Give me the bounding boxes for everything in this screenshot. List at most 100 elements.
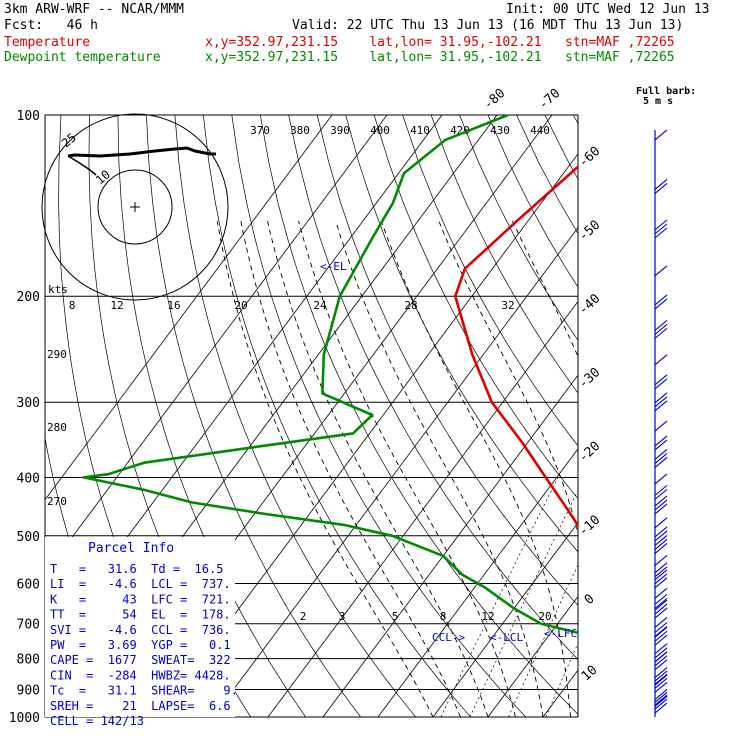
wind-barb — [654, 449, 668, 460]
isotherm-line — [542, 669, 579, 718]
isotherm-line — [212, 227, 579, 718]
wind-barb — [654, 577, 668, 589]
wind-barb — [654, 691, 668, 703]
el-marker: <-EL — [320, 260, 347, 273]
wind-barb — [654, 453, 668, 464]
parcel-info-row: LI = -4.6 LCL = 737. — [50, 577, 231, 591]
mixing-ratio-bottom-label: 2 — [300, 610, 307, 623]
wind-barb — [654, 499, 668, 511]
wind-barb — [654, 420, 668, 432]
wind-barb — [654, 573, 668, 585]
wind-barb — [654, 543, 668, 554]
wind-barb — [654, 694, 668, 706]
wind-barb — [654, 651, 668, 663]
mixing-ratio-line — [580, 477, 684, 717]
wind-barb — [654, 647, 668, 659]
hodograph-ring-label-10: 10 — [93, 167, 113, 187]
isotherm-line — [44, 114, 333, 501]
temperature-tick-label: -50 — [576, 218, 603, 245]
wind-barb — [654, 607, 668, 619]
wind-barb — [654, 435, 668, 447]
dry-adiabat-line — [459, 114, 579, 341]
pressure-tick-label: 300 — [17, 396, 40, 411]
dry-adiabat-line — [487, 114, 579, 288]
dry-adiabat-line — [202, 114, 471, 718]
isotherm-line — [44, 114, 388, 574]
wind-barb — [654, 526, 668, 538]
wind-barb — [654, 473, 668, 485]
pressure-tick-label: 1000 — [9, 711, 40, 726]
moist-adiabat-line — [380, 220, 571, 717]
moist-adiabat-line — [298, 220, 516, 717]
wind-barb — [654, 354, 668, 366]
wind-barb — [654, 597, 668, 609]
wind-barb — [654, 319, 668, 331]
moist-adiabat-line — [438, 220, 578, 536]
ccl-marker-label: CCL-> — [432, 631, 465, 644]
temperature-tick-label: 0 — [582, 592, 598, 608]
mixing-ratio-top-label: 20 — [234, 299, 247, 312]
moist-adiabat-line — [512, 220, 578, 358]
wind-barb — [654, 695, 668, 707]
hodograph: 25 10 kts — [41, 113, 229, 301]
wind-barb — [654, 183, 668, 194]
parcel-info-row: CAPE = 1677 SWEAT= 322 — [50, 653, 231, 667]
lfc-marker: <-LFC — [544, 627, 577, 640]
dry-adiabat-line — [516, 114, 579, 234]
mixing-ratio-top-label: 32 — [501, 299, 514, 312]
parcel-info-title: Parcel Info — [88, 541, 174, 556]
el-marker-label: <-EL — [320, 260, 347, 273]
hodograph-trace-tail — [67, 155, 97, 176]
wind-barb — [654, 392, 668, 404]
valid-time: Valid: 22 UTC Thu 13 Jun 13 (16 MDT Thu … — [292, 18, 684, 33]
temperature-tick-label: -60 — [576, 144, 603, 171]
forecast-hour: Fcst: 46 h — [4, 18, 98, 33]
theta-left-label: 270 — [47, 495, 67, 508]
wind-barb — [654, 689, 668, 700]
pressure-tick-label: 500 — [17, 530, 40, 545]
wind-barbs — [654, 129, 668, 717]
model-title: 3km ARW-WRF -- NCAR/MMM — [4, 2, 185, 17]
wind-barb — [654, 298, 668, 310]
wind-barb — [654, 617, 668, 628]
wind-barb — [654, 698, 668, 710]
wind-barb — [654, 294, 668, 306]
wind-barb — [654, 488, 668, 500]
wind-barb — [654, 378, 668, 390]
moist-adiabat-line — [681, 221, 720, 717]
temperature-tick-label: -40 — [576, 291, 603, 318]
wind-barb — [654, 517, 668, 529]
theta-e-label: 440 — [530, 124, 550, 137]
wind-barb — [654, 484, 668, 496]
wind-barb — [654, 265, 668, 277]
ccl-marker: CCL-> — [432, 631, 465, 644]
hodograph-ring-label-25: 25 — [59, 130, 79, 150]
wind-barb — [654, 659, 668, 671]
hodograph-inner-ring — [97, 169, 173, 245]
parcel-info-row: SVI = -4.6 CCL = 736. — [50, 623, 231, 637]
wind-barb — [654, 655, 668, 667]
parcel-panel-bg — [45, 537, 235, 717]
wind-barb — [654, 622, 668, 633]
wind-barb — [654, 129, 668, 141]
wind-barb — [654, 554, 668, 566]
pressure-tick-label: 400 — [17, 471, 40, 486]
temperature-tick-label: -20 — [576, 439, 603, 466]
theta-e-label: 410 — [410, 124, 430, 137]
wind-barb — [654, 677, 668, 689]
temperature-tick-label: 10 — [579, 663, 601, 685]
dry-adiabat-line — [402, 114, 579, 447]
lfc-marker-label: <-LFC — [544, 627, 577, 640]
lcl-marker-label: <-LCL — [490, 631, 523, 644]
temperature-tick-label: -80 — [481, 86, 508, 113]
dry-adiabat-line — [373, 114, 579, 499]
wind-barb — [654, 539, 668, 550]
parcel-info-row: SREH = 21 LAPSE= 6.6 — [50, 699, 231, 713]
wind-barb — [654, 323, 668, 335]
isotherm-line — [432, 522, 579, 718]
mixing-ratio-bottom-label: 3 — [339, 610, 346, 623]
wind-barb — [654, 223, 668, 235]
isotherm-line — [322, 374, 579, 718]
wind-barb — [654, 681, 668, 693]
wind-barb — [654, 562, 668, 574]
